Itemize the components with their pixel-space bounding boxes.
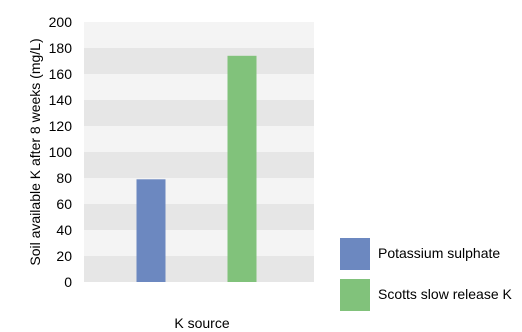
y-tick-label: 100 bbox=[49, 144, 73, 160]
y-tick-label: 20 bbox=[56, 248, 72, 264]
legend-swatch-scotts-slow-release-k bbox=[340, 279, 370, 311]
bar-potassium-sulphate bbox=[136, 179, 166, 282]
grid-band bbox=[84, 230, 314, 256]
y-axis-title: Soil available K after 8 weeks (mg/L) bbox=[27, 38, 43, 265]
y-tick-label: 140 bbox=[49, 92, 73, 108]
grid-bands bbox=[84, 22, 314, 282]
y-tick-label: 80 bbox=[56, 170, 72, 186]
grid-band bbox=[84, 22, 314, 48]
y-tick-label: 0 bbox=[64, 274, 72, 290]
grid-band bbox=[84, 178, 314, 204]
legend-label-scotts-slow-release-k: Scotts slow release K bbox=[378, 286, 512, 302]
grid-band bbox=[84, 74, 314, 100]
y-tick-label: 120 bbox=[49, 118, 73, 134]
grid-band bbox=[84, 204, 314, 230]
legend-label-potassium-sulphate: Potassium sulphate bbox=[378, 245, 501, 261]
x-axis-title: K source bbox=[174, 315, 229, 331]
y-tick-label: 60 bbox=[56, 196, 72, 212]
grid-band bbox=[84, 152, 314, 178]
y-tick-label: 180 bbox=[49, 40, 73, 56]
y-tick-label: 160 bbox=[49, 66, 73, 82]
grid-band bbox=[84, 48, 314, 74]
grid-band bbox=[84, 126, 314, 152]
legend-swatch-potassium-sulphate bbox=[340, 238, 370, 270]
grid-band bbox=[84, 100, 314, 126]
bar-scotts-slow-release-k bbox=[227, 55, 257, 282]
y-axis-ticks: 0 20 40 60 80 100 120 140 160 180 200 bbox=[49, 14, 73, 290]
bars bbox=[136, 55, 257, 282]
y-tick-label: 40 bbox=[56, 222, 72, 238]
y-tick-label: 200 bbox=[49, 14, 73, 30]
grid-band bbox=[84, 256, 314, 282]
